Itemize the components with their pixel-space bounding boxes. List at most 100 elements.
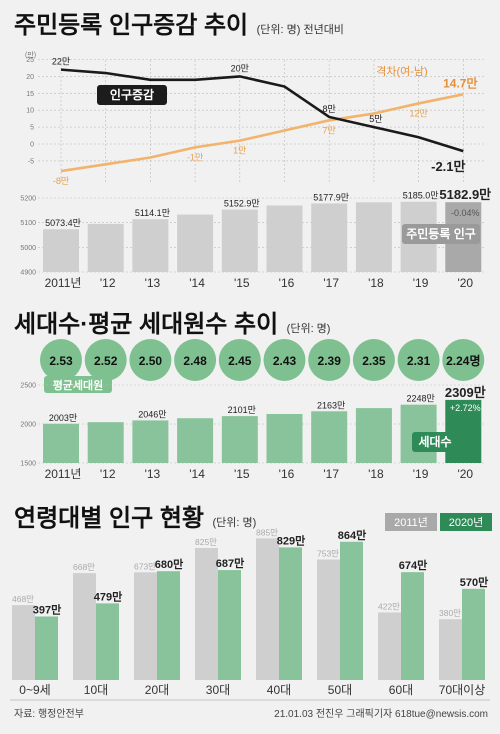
chart3-xlabel: 2011년 [45,467,82,481]
population-legend-badge [402,224,480,244]
age-legend-2011-swatch [385,513,437,531]
population-data-label: 5152.9만 [224,199,260,209]
avg-household-bubble [40,339,82,381]
household-bar [87,422,124,463]
population-bar [132,219,169,272]
legend-badge-population-change [97,85,167,105]
age-bar-2020 [157,571,180,680]
age-bar-2020 [279,547,302,680]
age-bar-2011 [378,612,401,680]
household-data-label: 2003만 [49,413,77,423]
avg-household-bubble [442,339,485,381]
age-data-label-2011: 885만 [256,527,278,537]
household-legend-label: 세대수 [418,434,451,449]
age-data-label-2020: 864만 [338,528,366,542]
population-bar [43,229,79,272]
chart3-xlabel: '20 [457,467,473,481]
age-xlabel: 40대 [267,683,291,697]
avg-household-legend-badge [44,376,112,393]
population-bar [221,209,258,272]
chart1-grid: 25 20 15 10 5 0 -5 [26,57,484,183]
chart2-xlabel: '15 [234,276,250,290]
gap-data-label: -1만 [187,152,203,162]
chart2-xlabel: '13 [145,276,161,290]
series-line-population-change [60,68,464,153]
avg-household-value: 2.48 [183,354,207,368]
avg-household-bubble [397,339,440,381]
age-data-label-2020: 397만 [33,602,61,616]
gap-data-label: 12만 [409,108,427,118]
household-bar [132,420,169,463]
population-data-label: 5177.9만 [313,192,349,202]
age-xlabel: 20대 [145,683,169,697]
gap-data-label: -8만 [53,176,69,186]
population-bar [266,205,303,272]
age-data-label-2020: 680만 [155,557,183,571]
population-bar [311,203,348,272]
chart3-title: 세대수·평균 세대원수 추이 (단위: 명) [14,311,330,338]
chart2-xlabel: '20 [457,276,473,290]
chart2-xlabel: '17 [323,276,339,290]
series-line-gap [60,93,464,173]
household-data-label: 2163만 [317,400,345,410]
chart3-xlabel: '17 [323,467,339,481]
chart3: 2.53 2.52 2.50 2.48 2.45 2.43 2.39 2.35 2.31 2.24… [20,339,486,481]
avg-household-value: 2.53 [49,354,73,368]
avg-household-bubble [129,339,172,381]
age-bar-2020 [462,588,485,680]
chart2-ytick: 5100 [20,220,36,227]
avg-household-bubble [308,339,351,381]
avg-household-value: 2.39 [318,354,342,368]
chart2-xlabel: '18 [368,276,384,290]
chart3-ytick: 2000 [20,422,36,429]
age-bar-2020 [96,603,119,680]
chart1-ytick: 5 [30,125,34,132]
chart1-ytick: 20 [26,74,34,81]
age-bar-2020 [401,572,424,680]
age-data-label-2020: 687만 [216,556,244,570]
age-legend-2020-swatch [440,513,492,531]
chart3-xlabel: '12 [100,467,116,481]
avg-household-bubble [263,339,306,381]
chart2-xlabel: '14 [189,276,205,290]
age-bar-2020 [340,541,363,680]
age-data-label-2011: 825만 [195,537,217,547]
avg-household-value: 2.52 [94,354,118,368]
household-data-label: 2046만 [138,409,166,419]
gap-data-label: 7만 [323,125,336,135]
age-bar-2011 [439,619,462,680]
gap-data-label: 1만 [233,146,246,156]
age-data-label-2011: 380만 [439,608,461,618]
footer-source: 자료: 행정안전부 [14,708,84,720]
avg-household-value: 2.31 [407,354,431,368]
age-legend-2020-label: 2020년 [449,516,484,529]
chart4-title: 연령대별 인구 현황 (단위: 명) [14,505,256,532]
household-data-label: 2248만 [406,394,434,404]
age-data-label-2011: 668만 [73,562,95,572]
age-bar-2011 [195,548,218,680]
avg-household-bubble [352,339,395,381]
population-data-label: 5114.1만 [135,208,170,218]
age-data-label-2011: 753만 [317,549,339,559]
chart2-ytick: 5200 [20,196,36,203]
age-xlabel: 70대이상 [439,683,485,697]
age-bar-2020 [35,616,58,680]
population-data-label: 5073.4만 [45,218,81,228]
population-change-data-label: 22만 [52,57,70,67]
chart2-xlabel: '16 [279,276,295,290]
household-data-label: 2309만 [445,385,486,400]
household-bar [43,423,79,463]
avg-household-bubble [174,339,217,381]
age-data-label-2020: 570만 [460,575,488,589]
population-bar [87,223,124,272]
household-bar [177,418,214,463]
chart3-xlabel: '19 [413,467,429,481]
footer-credit: 21.01.03 전진우 그래픽기자 618tue@newsis.com [274,708,488,720]
age-data-label-2020: 829만 [277,533,305,547]
chart3-ytick: 2500 [20,383,36,390]
chart2-xlabel: '12 [100,276,116,290]
legend-label-gap: 격차(여-남) [376,65,427,78]
household-data-label: 2101만 [228,405,256,415]
